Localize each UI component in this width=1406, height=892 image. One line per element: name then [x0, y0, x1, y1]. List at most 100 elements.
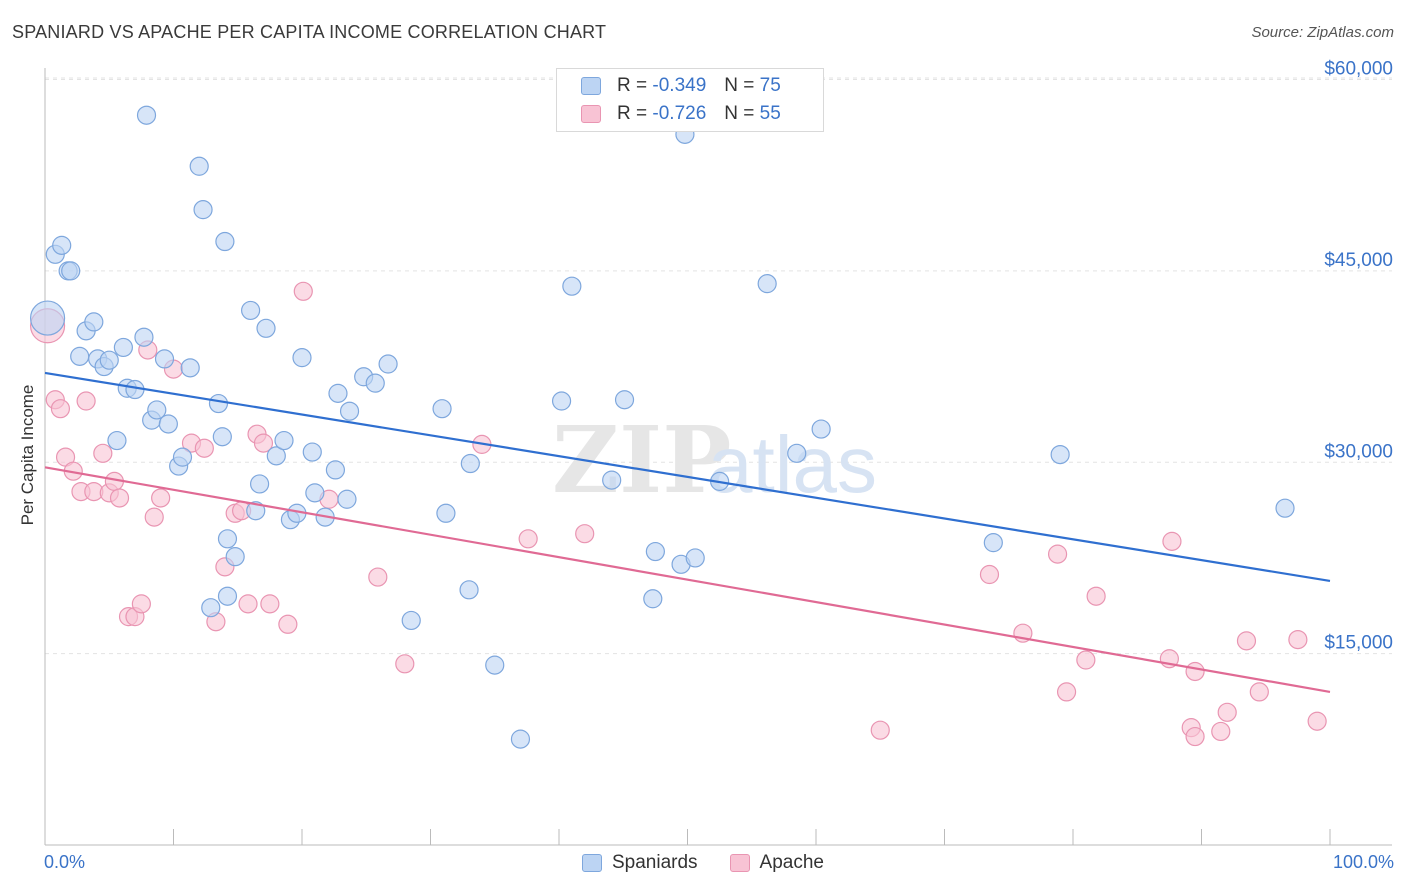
apache-point	[979, 564, 1000, 585]
spaniards-point	[602, 470, 622, 490]
spaniards-trend-line	[44, 371, 1331, 582]
apache-point	[1047, 544, 1068, 564]
spaniards-point	[1050, 444, 1070, 465]
r-value: -0.349	[652, 75, 707, 96]
spaniards-point	[274, 430, 294, 451]
legend-label-spaniards: Spaniards	[611, 852, 698, 873]
correlation-legend: R = -0.349 N = 75 R = -0.726 N = 55	[556, 68, 824, 132]
spaniards-point	[84, 312, 104, 332]
spaniards-point	[1275, 498, 1295, 518]
spaniards-point	[459, 580, 479, 600]
apache-point	[144, 507, 164, 527]
spaniards-point	[52, 235, 72, 255]
spaniards-point	[136, 105, 157, 125]
spaniards-point	[337, 489, 357, 509]
y-tick-labels: $15,000 $30,000 $45,000 $60,000	[1324, 59, 1393, 654]
spaniards-point	[154, 349, 175, 369]
spaniards-point	[485, 655, 505, 675]
spaniards-point	[643, 589, 663, 609]
spaniards-point	[292, 348, 312, 368]
legend-label-apache: Apache	[759, 852, 824, 873]
apache-trend-line	[44, 466, 1331, 693]
spaniards-point	[189, 156, 209, 176]
apache-point	[1217, 702, 1237, 722]
apache-point	[293, 281, 313, 301]
y-tick-label: $30,000	[1324, 441, 1393, 462]
apache-point	[1288, 629, 1308, 650]
apache-point	[1076, 650, 1096, 670]
spaniards-point	[266, 446, 286, 466]
spaniards-point	[787, 443, 807, 463]
apache-point	[518, 529, 538, 549]
spaniards-point	[215, 231, 235, 252]
spaniards-point	[562, 276, 582, 296]
legend-row-spaniards: R = -0.349 N = 75	[581, 73, 781, 99]
spaniards-point	[201, 598, 221, 618]
apache-point	[1185, 726, 1205, 747]
n-label: N =	[724, 75, 755, 96]
spaniards-point	[551, 391, 572, 411]
spaniards-point	[365, 373, 385, 393]
n-label: N =	[724, 103, 755, 124]
x-tick-label-max: 100.0%	[1332, 852, 1394, 872]
spaniards-legend-swatch	[581, 854, 602, 872]
apache-point	[1086, 586, 1106, 606]
apache-point	[368, 567, 388, 587]
chart-title: SPANIARD VS APACHE PER CAPITA INCOME COR…	[12, 22, 607, 42]
spaniards-point	[158, 414, 178, 434]
apache-legend-swatch	[729, 854, 750, 872]
spaniards-point	[61, 261, 81, 281]
spaniards-point	[325, 460, 346, 480]
apache-point	[194, 438, 214, 458]
grid-lines	[45, 77, 1392, 655]
watermark-atlas: atlas	[708, 420, 877, 509]
apache-point	[253, 433, 274, 453]
spaniards-point	[436, 503, 456, 523]
r-label: R =	[617, 75, 648, 96]
apache-point	[260, 594, 280, 614]
spaniards-point	[302, 442, 322, 462]
spaniards-point	[217, 529, 238, 549]
spaniards-point	[246, 501, 266, 521]
spaniards-point	[328, 383, 348, 403]
spaniards-point	[983, 533, 1003, 553]
x-tick-label-min: 0.0%	[44, 852, 86, 872]
apache-point	[870, 720, 890, 740]
axes	[44, 68, 1392, 846]
apache-point	[109, 488, 130, 508]
apache-point	[76, 391, 96, 411]
watermark: ZIP atlas	[552, 406, 877, 514]
r-label: R =	[617, 103, 648, 124]
spaniards-point	[113, 337, 133, 358]
spaniards-point	[256, 318, 276, 338]
spaniards-point	[685, 548, 705, 568]
spaniards-point	[217, 586, 238, 606]
y-axis-label: Per Capita Income	[18, 384, 37, 526]
spaniards-point	[147, 400, 167, 420]
spaniards-swatch	[581, 77, 601, 95]
spaniards-point	[432, 399, 452, 419]
apache-point	[1307, 711, 1327, 731]
n-value: 75	[759, 75, 781, 96]
apache-point	[1249, 682, 1269, 702]
source-label: Source: ZipAtlas.com	[1251, 24, 1394, 41]
spaniards-point	[378, 354, 398, 374]
spaniards-points	[29, 105, 1295, 749]
apache-point	[1211, 721, 1231, 742]
spaniards-point	[172, 447, 193, 467]
legend-item-apache[interactable]: Apache	[729, 852, 824, 874]
spaniards-point	[99, 350, 119, 370]
apache-point	[575, 524, 595, 544]
apache-swatch	[581, 105, 601, 123]
spaniards-point	[241, 300, 261, 321]
y-tick-label: $45,000	[1324, 250, 1393, 271]
trend-lines	[44, 371, 1331, 693]
apache-point	[151, 488, 171, 508]
spaniards-point	[180, 358, 200, 378]
legend-row-apache: R = -0.726 N = 55	[581, 101, 781, 127]
y-tick-label: $60,000	[1324, 59, 1393, 80]
legend-item-spaniards[interactable]: Spaniards	[581, 852, 698, 874]
spaniards-point	[614, 390, 635, 410]
apache-point	[278, 614, 298, 634]
spaniards-point	[757, 274, 777, 294]
